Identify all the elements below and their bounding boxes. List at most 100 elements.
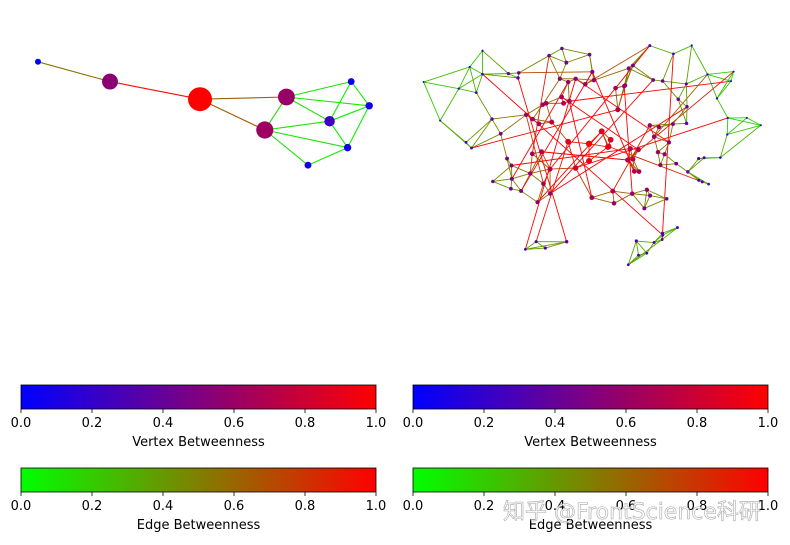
colorbar-tick-label: 0.0 bbox=[403, 416, 424, 431]
vertex bbox=[726, 133, 729, 136]
edge bbox=[727, 124, 761, 135]
edge bbox=[492, 181, 512, 190]
colorbar-1: 0.0 0.2 0.4 0.6 0.8 1.0 Vertex Betweenness bbox=[403, 384, 778, 450]
edge bbox=[661, 227, 678, 240]
vertex bbox=[464, 141, 468, 144]
colorbar-tick-label: 1.0 bbox=[366, 499, 387, 514]
edge bbox=[662, 80, 679, 100]
edge bbox=[575, 167, 593, 198]
edge bbox=[561, 48, 590, 56]
vertex bbox=[590, 69, 595, 74]
edge bbox=[439, 120, 472, 149]
edge bbox=[567, 82, 570, 102]
vertex bbox=[536, 121, 542, 127]
vertex bbox=[648, 44, 652, 48]
edge-4-8 bbox=[264, 129, 348, 149]
edge bbox=[613, 193, 633, 204]
edge bbox=[550, 167, 576, 170]
vertex bbox=[637, 253, 640, 257]
vertex bbox=[470, 146, 474, 150]
vertex bbox=[674, 161, 679, 166]
edge bbox=[525, 241, 537, 250]
vertex bbox=[647, 193, 653, 198]
vertex bbox=[598, 128, 605, 135]
colorbar-tick-label: 1.0 bbox=[758, 499, 779, 514]
vertex bbox=[523, 112, 529, 117]
edge bbox=[627, 240, 637, 265]
edge bbox=[635, 240, 639, 256]
colorbar-tick-label: 0.4 bbox=[153, 416, 174, 431]
vertex bbox=[636, 169, 642, 175]
edge bbox=[646, 189, 667, 200]
colorbar-tick-label: 0.6 bbox=[224, 416, 245, 431]
edge bbox=[662, 227, 678, 236]
edge bbox=[423, 81, 441, 121]
colorbar-tick-label: 0.0 bbox=[11, 499, 32, 514]
edge bbox=[561, 48, 567, 63]
edge bbox=[532, 104, 544, 120]
edge bbox=[491, 118, 502, 135]
vertex bbox=[664, 196, 669, 201]
vertex bbox=[662, 152, 667, 157]
edge bbox=[469, 66, 477, 93]
edge bbox=[566, 54, 590, 64]
vertex bbox=[557, 76, 562, 81]
edge bbox=[458, 88, 477, 94]
edge bbox=[627, 71, 734, 161]
edge bbox=[707, 73, 732, 82]
edge bbox=[687, 158, 700, 173]
vertex bbox=[684, 121, 689, 126]
colorbar-tick-label: 0.0 bbox=[11, 416, 32, 431]
vertex bbox=[509, 176, 514, 181]
vertex bbox=[702, 156, 706, 160]
edge bbox=[730, 71, 735, 82]
large-network-panel bbox=[422, 44, 762, 267]
vertex bbox=[607, 136, 614, 143]
edge bbox=[623, 65, 634, 87]
edge bbox=[575, 78, 670, 143]
edge bbox=[568, 101, 593, 198]
vertex bbox=[634, 239, 638, 243]
edge bbox=[657, 142, 670, 153]
vertex bbox=[700, 180, 704, 184]
vertex bbox=[610, 188, 616, 194]
vertex bbox=[627, 145, 633, 152]
edge bbox=[591, 190, 613, 199]
edge bbox=[458, 66, 471, 89]
edge bbox=[545, 103, 553, 123]
small-network-panel bbox=[35, 58, 373, 169]
edge bbox=[716, 80, 732, 99]
vertex bbox=[530, 116, 535, 122]
edge bbox=[628, 67, 654, 81]
edge bbox=[585, 45, 651, 85]
vertex bbox=[707, 182, 710, 186]
colorbar-tick-label: 0.6 bbox=[224, 499, 245, 514]
vertex bbox=[651, 78, 655, 82]
edge bbox=[632, 65, 654, 81]
edge bbox=[568, 141, 590, 145]
vertex bbox=[642, 206, 647, 211]
colorbar-tick-label: 0.2 bbox=[82, 416, 103, 431]
edge bbox=[439, 88, 460, 121]
vertex bbox=[517, 71, 521, 75]
vertex bbox=[582, 81, 588, 87]
vertex bbox=[745, 116, 748, 119]
colorbar-label: Vertex Betweenness bbox=[524, 435, 657, 450]
edge bbox=[716, 98, 729, 119]
edge bbox=[627, 239, 663, 266]
vertex bbox=[651, 134, 657, 139]
edge bbox=[588, 146, 609, 162]
vertex bbox=[439, 119, 442, 122]
vertex bbox=[565, 79, 571, 85]
vertex bbox=[490, 117, 494, 121]
edge bbox=[575, 78, 594, 81]
edge bbox=[608, 146, 703, 183]
vertex bbox=[706, 73, 709, 76]
vertex bbox=[491, 179, 495, 184]
vertex bbox=[566, 98, 572, 104]
vertex bbox=[661, 233, 665, 237]
vertex bbox=[631, 168, 637, 174]
edge bbox=[643, 189, 648, 209]
edge-4-7 bbox=[264, 120, 330, 131]
